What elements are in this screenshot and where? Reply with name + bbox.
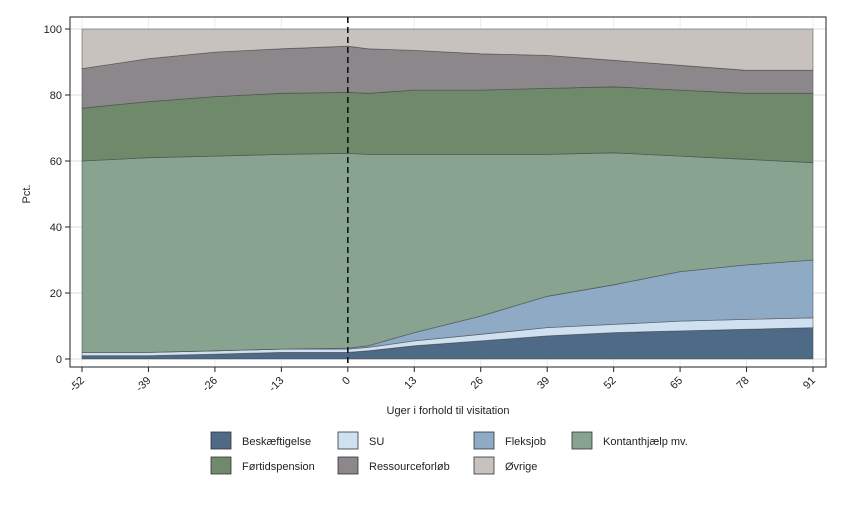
y-tick-label: 0 [56, 354, 62, 366]
legend-swatch-beskæftigelse [210, 431, 232, 450]
legend-swatch-su [337, 431, 359, 450]
legend: Beskæftigelse SU Fleksjob Kontanthjælp mv. F… [210, 431, 688, 475]
legend-label-beskæftigelse: Beskæftigelse [242, 436, 311, 448]
y-tick-label: 40 [50, 222, 62, 234]
legend-label-ressourceforløb: Ressourceforløb [369, 461, 450, 473]
legend-swatch-førtidspension [210, 456, 232, 475]
legend-label-øvrige: Øvrige [505, 461, 537, 473]
plot-frame [69, 16, 827, 368]
area-øvrige [81, 28, 814, 71]
y-tick-label: 80 [50, 90, 62, 102]
legend-label-su: SU [369, 436, 384, 448]
x-axis-title: Uger i forhold til visitation [387, 405, 510, 417]
legend-swatch-kontanthjælp-mv [571, 431, 593, 450]
y-axis: 0 20 40 60 80 100 [44, 24, 70, 366]
legend-label-kontanthjælp-mv: Kontanthjælp mv. [603, 436, 688, 448]
legend-swatch-øvrige [473, 456, 495, 475]
legend-label-førtidspension: Førtidspension [242, 461, 315, 473]
y-axis-title: Pct. [21, 185, 33, 204]
y-tick-label: 100 [44, 24, 62, 36]
legend-swatch-ressourceforløb [337, 456, 359, 475]
legend-label-fleksjob: Fleksjob [505, 436, 546, 448]
y-tick-label: 20 [50, 288, 62, 300]
legend-swatch-fleksjob [473, 431, 495, 450]
y-tick-label: 60 [50, 156, 62, 168]
area-series [81, 28, 814, 360]
